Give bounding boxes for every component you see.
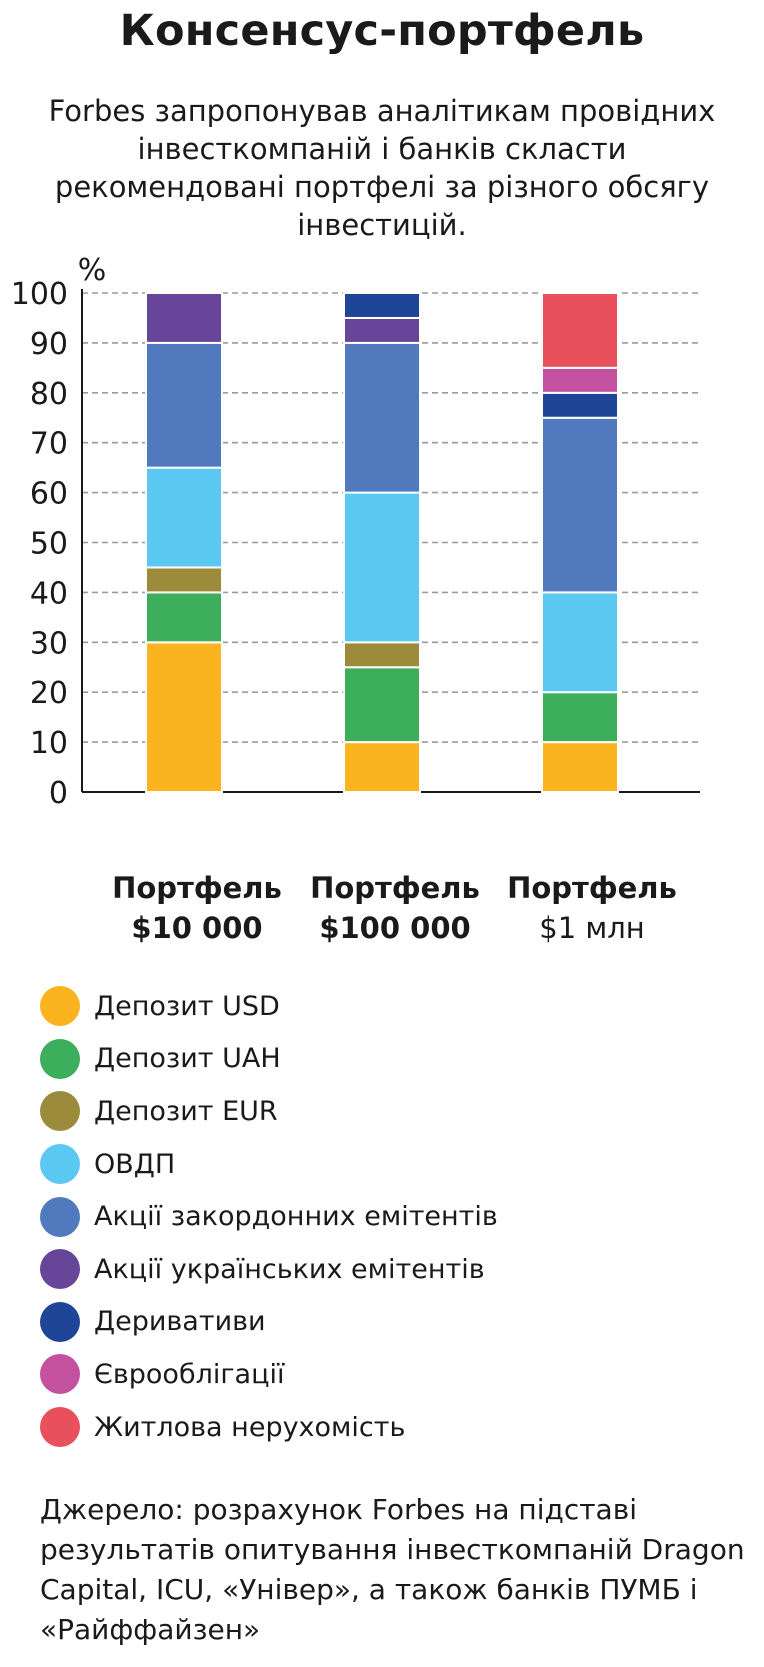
legend-item: Акції закордонних емітентів xyxy=(40,1190,498,1243)
bar-segment xyxy=(541,416,619,594)
bar-segment xyxy=(145,466,223,569)
category-label: Портфель $100 000 xyxy=(285,868,505,948)
legend-label: Акції українських емітентів xyxy=(94,1253,485,1285)
legend-swatch xyxy=(40,1196,80,1237)
y-tick-label: 70 xyxy=(30,427,68,462)
category-label-line1: Портфель xyxy=(507,871,677,905)
bar-segment xyxy=(145,566,223,594)
category-label-line2: $1 млн xyxy=(539,911,645,945)
y-tick-label: 100 xyxy=(11,277,68,312)
y-tick-label: 50 xyxy=(30,527,68,562)
y-tick-label: 20 xyxy=(30,676,68,711)
legend-item: Акції українських емітентів xyxy=(40,1243,498,1296)
bar-segment xyxy=(145,292,223,344)
bar-segment xyxy=(343,666,421,744)
bar-segment xyxy=(541,741,619,794)
chart-subtitle: Forbes запропонував аналітикам провідних… xyxy=(48,94,716,242)
y-tick-label: 30 xyxy=(30,626,68,661)
legend-swatch xyxy=(40,1407,80,1448)
bar-segment xyxy=(343,341,421,494)
bar-segment xyxy=(343,641,421,669)
legend-label: Депозит USD xyxy=(94,990,280,1022)
bar-segment xyxy=(145,641,223,793)
bar-segment xyxy=(541,366,619,394)
category-label: Портфель $1 млн xyxy=(482,868,702,948)
bar-segment xyxy=(145,591,223,644)
legend-label: Депозит EUR xyxy=(94,1095,278,1127)
y-tick-label: 0 xyxy=(49,776,68,811)
bar-segment xyxy=(343,491,421,644)
y-tick-label: 10 xyxy=(30,726,68,761)
legend-label: Житлова нерухомість xyxy=(94,1411,406,1443)
y-axis-unit-label: % xyxy=(78,253,107,288)
source-note: Джерело: розрахунок Forbes на підставі р… xyxy=(40,1493,745,1646)
legend: Депозит USD Депозит UAH Депозит EUR ОВДП… xyxy=(40,980,498,1453)
legend-swatch xyxy=(40,1091,80,1132)
bar-segment xyxy=(343,292,421,319)
y-tick-label: 90 xyxy=(30,327,68,362)
legend-swatch xyxy=(40,1038,80,1079)
legend-item: ОВДП xyxy=(40,1138,498,1191)
legend-item: Депозит USD xyxy=(40,980,498,1033)
category-label-line1: Портфель xyxy=(112,871,282,905)
legend-label: ОВДП xyxy=(94,1148,176,1180)
legend-label: Акції закордонних емітентів xyxy=(94,1201,498,1233)
bar-segment xyxy=(343,316,421,344)
legend-item: Деривативи xyxy=(40,1296,498,1349)
legend-swatch xyxy=(40,1144,80,1185)
bar-segment xyxy=(145,341,223,469)
legend-label: Депозит UAH xyxy=(94,1043,281,1075)
y-tick-label: 60 xyxy=(30,477,68,512)
chart-title: Консенсус-портфель xyxy=(119,6,645,56)
y-tick-label: 40 xyxy=(30,576,68,611)
legend-item: Житлова нерухомість xyxy=(40,1401,498,1454)
category-label-line2: $100 000 xyxy=(319,911,471,945)
bar-segment xyxy=(343,741,421,794)
legend-label: Єврооблігації xyxy=(94,1358,285,1390)
legend-item: Депозит EUR xyxy=(40,1085,498,1138)
bar-segment xyxy=(541,292,619,369)
stacked-bar-chart: % 0 10 20 30 40 50 60 70 80 90 100 xyxy=(11,253,700,811)
bar-segment xyxy=(541,691,619,744)
legend-swatch xyxy=(40,1354,80,1395)
legend-swatch xyxy=(40,1249,80,1290)
category-label-line1: Портфель xyxy=(310,871,480,905)
y-tick-label: 80 xyxy=(30,377,68,412)
legend-swatch xyxy=(40,1301,80,1342)
legend-item: Єврооблігації xyxy=(40,1348,498,1401)
legend-swatch xyxy=(40,986,80,1027)
legend-label: Деривативи xyxy=(94,1306,266,1338)
bar-segment xyxy=(541,391,619,419)
category-label: Портфель $10 000 xyxy=(87,868,307,948)
legend-item: Депозит UAH xyxy=(40,1033,498,1086)
category-label-line2: $10 000 xyxy=(131,911,263,945)
bar-segment xyxy=(541,591,619,694)
